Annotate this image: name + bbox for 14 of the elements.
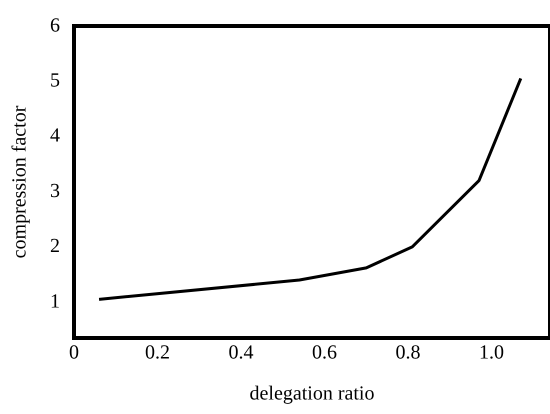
x-tick-label: 0.8 bbox=[396, 341, 421, 364]
y-tick-label: 5 bbox=[50, 69, 60, 92]
y-axis-title: compression factor bbox=[8, 105, 30, 258]
y-tick-label: 6 bbox=[50, 14, 60, 36]
x-tick-label: 0.2 bbox=[145, 341, 170, 364]
y-tick-label: 2 bbox=[50, 235, 60, 258]
x-tick-label: 0.6 bbox=[312, 341, 338, 364]
y-tick-label: 3 bbox=[50, 180, 60, 202]
y-tick-label: 4 bbox=[50, 124, 60, 147]
x-tick-label: 1.0 bbox=[479, 341, 504, 364]
x-tick-label: 0 bbox=[69, 341, 79, 364]
y-tick-label: 1 bbox=[50, 290, 60, 312]
x-axis-title: delegation ratio bbox=[250, 382, 374, 404]
x-tick-label: 0.4 bbox=[228, 341, 254, 364]
